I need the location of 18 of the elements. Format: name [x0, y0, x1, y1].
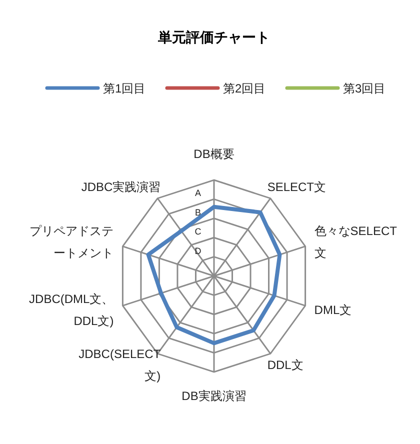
spoke-label: DDL文 — [267, 358, 304, 372]
legend-label: 第2回目 — [223, 82, 266, 96]
spoke-label: JDBC(DML文、DDL文) — [29, 292, 114, 328]
spoke-label: JDBC(SELECT文) — [78, 346, 162, 383]
y-tick-label: B — [194, 207, 202, 218]
spoke-label: JDBC実践演習 — [81, 180, 161, 194]
spoke-label: 色々なSELECT文 — [314, 224, 398, 260]
spoke-label: DML文 — [314, 302, 352, 317]
legend-label: 第1回目 — [103, 82, 146, 96]
legend-label: 第3回目 — [343, 82, 386, 96]
y-tick-label: A — [194, 188, 202, 198]
y-tick-label: C — [194, 226, 202, 237]
chart-title: 単元評価チャート — [157, 29, 270, 45]
spoke-label: SELECT文 — [267, 180, 326, 194]
spoke-label: プリペアドステートメント — [30, 224, 114, 260]
y-tick-label: D — [194, 246, 202, 256]
spoke-label: DB実践演習 — [182, 389, 246, 403]
spoke-label: DB概要 — [194, 147, 234, 161]
